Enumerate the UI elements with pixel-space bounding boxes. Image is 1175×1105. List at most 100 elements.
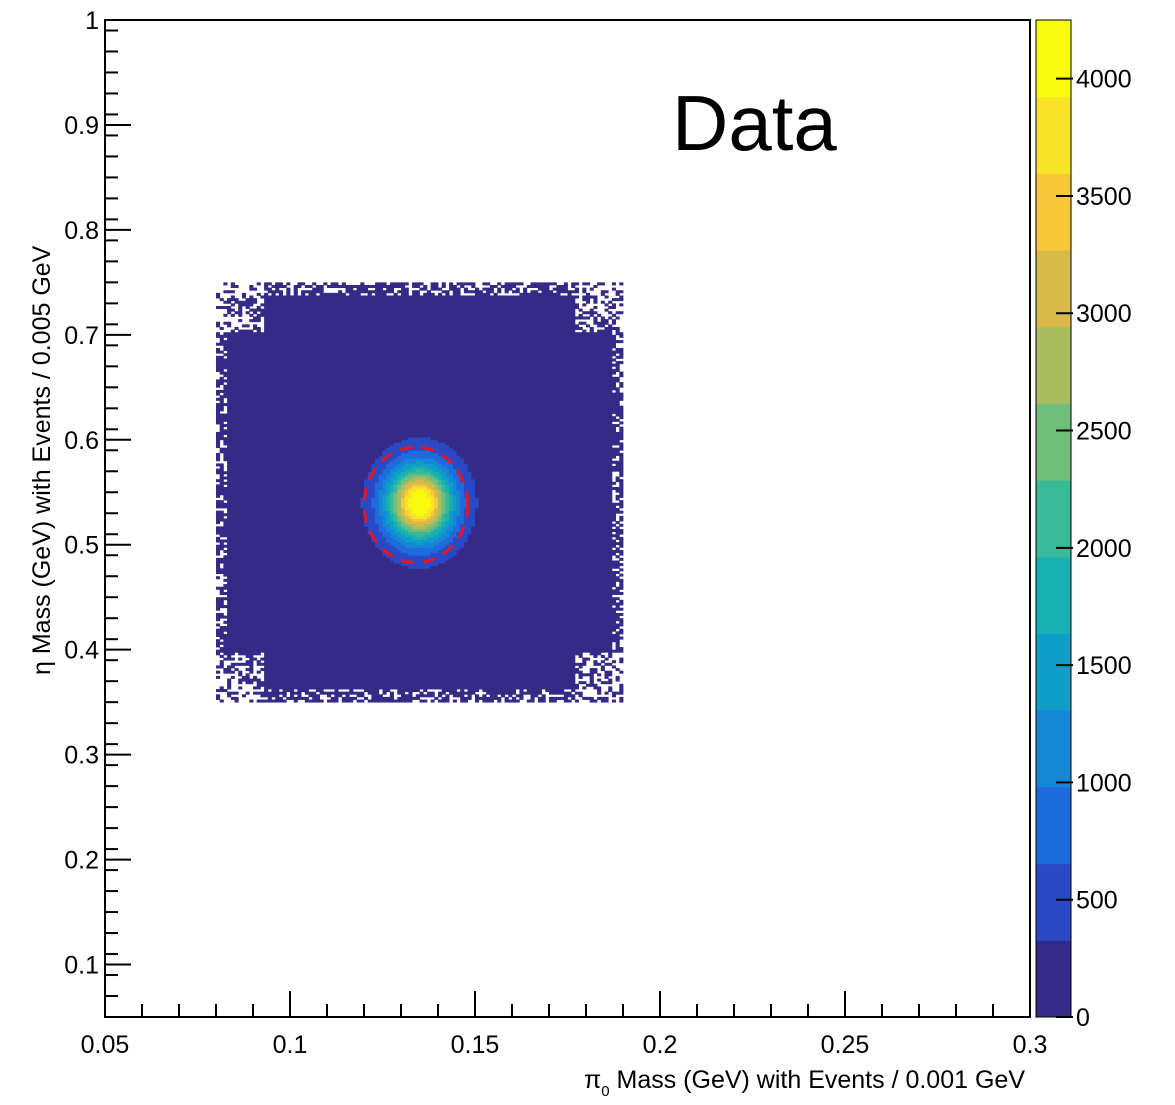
- heatmap-cell: [308, 326, 313, 330]
- heatmap-cell: [286, 463, 291, 467]
- heatmap-cell: [282, 605, 287, 609]
- heatmap-cell: [238, 531, 243, 535]
- heatmap-cell: [264, 439, 269, 443]
- heatmap-cell: [282, 681, 287, 685]
- heatmap-cell: [238, 518, 243, 522]
- heatmap-cell: [249, 332, 254, 336]
- heatmap-cell: [334, 631, 339, 635]
- heatmap-cell: [223, 342, 228, 346]
- heatmap-cell: [267, 363, 272, 367]
- heatmap-cell: [338, 620, 343, 624]
- heatmap-cell: [267, 437, 272, 441]
- heatmap-cell: [338, 547, 343, 551]
- heatmap-cell: [323, 626, 328, 630]
- heatmap-cell: [275, 518, 280, 522]
- heatmap-cell: [256, 521, 261, 525]
- heatmap-cell: [319, 450, 324, 454]
- heatmap-cell: [256, 424, 261, 428]
- heatmap-cell: [256, 392, 261, 396]
- heatmap-cell: [223, 395, 228, 399]
- heatmap-cell: [227, 612, 232, 616]
- heatmap-cell: [301, 329, 306, 333]
- heatmap-cell: [290, 345, 295, 349]
- heatmap-cell: [241, 584, 246, 588]
- heatmap-cell: [249, 471, 254, 475]
- heatmap-cell: [267, 450, 272, 454]
- heatmap-cell: [330, 329, 335, 333]
- heatmap-cell: [271, 505, 276, 509]
- heatmap-cell: [308, 639, 313, 643]
- heatmap-cell: [253, 413, 258, 417]
- heatmap-cell: [327, 631, 332, 635]
- heatmap-cell: [216, 492, 221, 496]
- heatmap-cell: [241, 431, 246, 435]
- heatmap-cell: [267, 334, 272, 338]
- heatmap-cell: [315, 445, 320, 449]
- heatmap-cell: [312, 620, 317, 624]
- heatmap-cell: [286, 313, 291, 317]
- heatmap-cell: [253, 298, 258, 302]
- heatmap-cell: [308, 686, 313, 690]
- heatmap-cell: [256, 565, 261, 569]
- heatmap-cell: [223, 652, 228, 656]
- heatmap-cell: [327, 298, 332, 302]
- heatmap-cell: [327, 568, 332, 572]
- heatmap-cell: [308, 547, 313, 551]
- heatmap-cell: [297, 555, 302, 559]
- heatmap-cell: [282, 542, 287, 546]
- heatmap-cell: [290, 384, 295, 388]
- heatmap-cell: [219, 305, 224, 309]
- heatmap-cell: [278, 633, 283, 637]
- heatmap-cell: [319, 458, 324, 462]
- heatmap-cell: [264, 395, 269, 399]
- heatmap-cell: [330, 455, 335, 459]
- heatmap-cell: [227, 654, 232, 658]
- heatmap-cell: [227, 628, 232, 632]
- heatmap-cell: [330, 379, 335, 383]
- heatmap-cell: [260, 468, 265, 472]
- heatmap-cell: [338, 555, 343, 559]
- heatmap-cell: [293, 531, 298, 535]
- heatmap-cell: [312, 337, 317, 341]
- heatmap-cell: [241, 502, 246, 506]
- heatmap-cell: [282, 668, 287, 672]
- heatmap-cell: [275, 319, 280, 323]
- heatmap-cell: [230, 295, 235, 299]
- heatmap-cell: [249, 565, 254, 569]
- heatmap-cell: [301, 502, 306, 506]
- heatmap-cell: [334, 523, 339, 527]
- heatmap-cell: [271, 526, 276, 530]
- heatmap-cell: [238, 342, 243, 346]
- heatmap-cell: [245, 678, 250, 682]
- heatmap-cell: [249, 494, 254, 498]
- heatmap-cell: [282, 599, 287, 603]
- heatmap-cell: [334, 531, 339, 535]
- heatmap-cell: [315, 305, 320, 309]
- heatmap-cell: [319, 549, 324, 553]
- heatmap-cell: [301, 308, 306, 312]
- heatmap-cell: [290, 355, 295, 359]
- heatmap-cell: [319, 416, 324, 420]
- heatmap-cell: [264, 615, 269, 619]
- heatmap-cell: [234, 382, 239, 386]
- heatmap-cell: [216, 452, 221, 456]
- heatmap-cell: [293, 374, 298, 378]
- heatmap-cell: [245, 610, 250, 614]
- heatmap-cell: [327, 431, 332, 435]
- heatmap-cell: [338, 523, 343, 527]
- heatmap-cell: [260, 620, 265, 624]
- heatmap-cell: [341, 683, 346, 687]
- heatmap-cell: [264, 389, 269, 393]
- heatmap-cell: [312, 573, 317, 577]
- heatmap-cell: [219, 437, 224, 441]
- heatmap-cell: [227, 484, 232, 488]
- heatmap-cell: [216, 324, 221, 328]
- heatmap-cell: [278, 366, 283, 370]
- heatmap-cell: [253, 626, 258, 630]
- heatmap-cell: [267, 442, 272, 446]
- heatmap-cell: [267, 345, 272, 349]
- heatmap-cell: [286, 447, 291, 451]
- heatmap-cell: [327, 308, 332, 312]
- heatmap-cell: [319, 689, 324, 693]
- heatmap-cell: [286, 649, 291, 653]
